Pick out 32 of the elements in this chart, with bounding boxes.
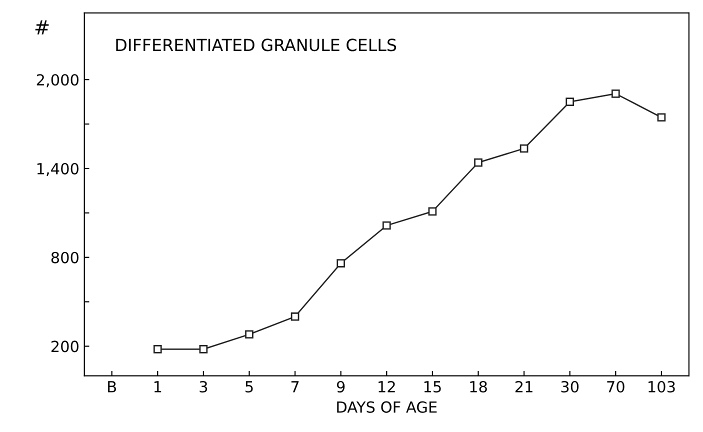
x-tick-label: 15 (424, 381, 441, 393)
x-tick-label: 30 (561, 380, 579, 393)
point (611, 90, 620, 98)
point (336, 259, 346, 268)
x-tick-label: 7 (291, 381, 299, 392)
point (290, 312, 300, 321)
x-tick-label: 21 (515, 380, 532, 392)
y-tick-label: 200 (51, 340, 78, 352)
x-tick-label: B (108, 381, 116, 392)
x-axis-title: DAYS OF AGE (337, 401, 437, 413)
point (153, 345, 162, 354)
y-tick-label: 2,000 (36, 74, 78, 88)
y-tick-label: 800 (51, 252, 78, 264)
point (520, 144, 528, 153)
y-axis-title: # (35, 20, 49, 34)
x-tick-label: 103 (648, 380, 675, 393)
x-tick-label: 5 (246, 381, 253, 393)
point (382, 221, 391, 230)
x-tick-label: 12 (378, 380, 395, 392)
point (566, 98, 574, 106)
point (199, 345, 208, 354)
x-tick-label: 18 (470, 380, 487, 393)
x-tick-label: 9 (336, 380, 345, 393)
text: DIFFERENTIATED GRANULE CELLS (116, 38, 396, 52)
x-tick-label: 70 (607, 380, 624, 393)
point (245, 330, 254, 339)
x-tick-label: 1 (154, 381, 162, 392)
point (428, 207, 437, 216)
y-tick-label: 1,400 (37, 162, 78, 176)
point (474, 158, 482, 167)
x-tick-label: 3 (200, 380, 208, 393)
point (657, 113, 666, 122)
